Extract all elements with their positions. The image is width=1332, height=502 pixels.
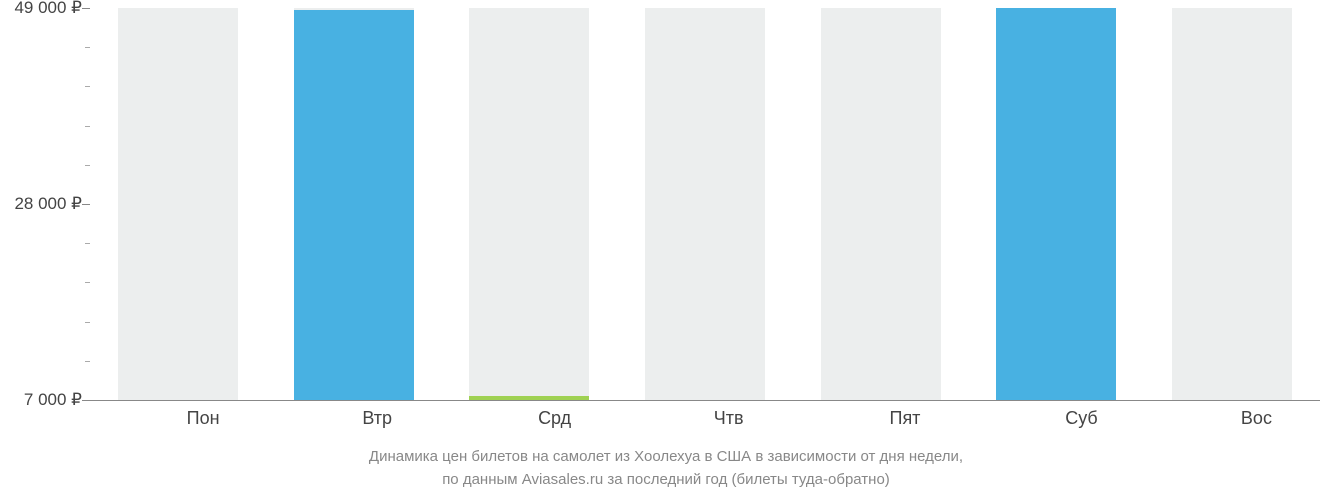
x-axis-label: Срд bbox=[538, 408, 571, 429]
x-axis-label: Вос bbox=[1241, 408, 1272, 429]
bar-slot bbox=[821, 8, 941, 400]
bar-slot bbox=[469, 8, 589, 400]
caption-line-1: Динамика цен билетов на самолет из Хооле… bbox=[369, 448, 963, 465]
y-axis: 7 000 ₽28 000 ₽49 000 ₽ bbox=[0, 0, 90, 400]
y-axis-tick bbox=[82, 8, 90, 9]
y-axis-tick bbox=[82, 204, 90, 205]
bar-slot bbox=[1172, 8, 1292, 400]
bar-slot bbox=[996, 8, 1116, 400]
x-axis-label: Втр bbox=[362, 408, 392, 429]
y-axis-tick bbox=[82, 400, 90, 401]
bar-background bbox=[645, 8, 765, 400]
caption-line-2: по данным Aviasales.ru за последний год … bbox=[442, 471, 890, 488]
bar-background bbox=[821, 8, 941, 400]
bar-value bbox=[294, 10, 414, 400]
y-axis-label: 7 000 ₽ bbox=[24, 390, 82, 410]
y-axis-label: 49 000 ₽ bbox=[14, 0, 82, 18]
chart-caption: Динамика цен билетов на самолет из Хооле… bbox=[0, 446, 1332, 491]
bar-slot bbox=[294, 8, 414, 400]
x-axis-label: Пон bbox=[187, 408, 220, 429]
plot-area bbox=[90, 8, 1320, 401]
bar-background bbox=[118, 8, 238, 400]
y-axis-label: 28 000 ₽ bbox=[14, 194, 82, 214]
bar-value bbox=[469, 396, 589, 400]
bar-background bbox=[469, 8, 589, 400]
chart-container: 7 000 ₽ 28 000 ₽ 49 000 ₽ Динамика цен бил… bbox=[0, 0, 1332, 502]
bar-slot bbox=[118, 8, 238, 400]
x-axis-label: Пят bbox=[890, 408, 921, 429]
bar-value bbox=[996, 8, 1116, 400]
x-axis-label: Суб bbox=[1065, 408, 1098, 429]
bar-slot bbox=[645, 8, 765, 400]
x-axis-label: Чтв bbox=[714, 408, 744, 429]
bar-background bbox=[1172, 8, 1292, 400]
